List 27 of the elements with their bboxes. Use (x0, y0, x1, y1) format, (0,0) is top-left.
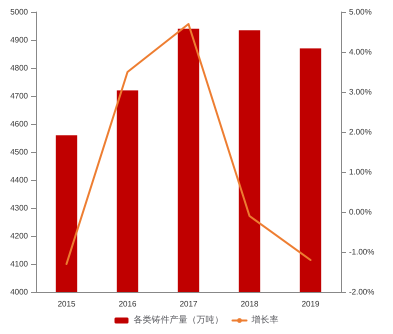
y2-tick-label: 0.00% (349, 208, 372, 216)
x-tick-label: 2017 (180, 300, 198, 308)
y-tick-label: 4900 (10, 36, 29, 44)
y-tick-label: 4500 (10, 148, 29, 156)
y-tick-label: 4100 (10, 260, 29, 268)
x-tick-label: 2019 (302, 300, 320, 308)
legend-label: 增长率 (250, 314, 278, 326)
y-tick-label: 4200 (10, 232, 29, 240)
y-tick-label: 5000 (10, 8, 29, 16)
y2-tick-label: -1.00% (349, 248, 374, 256)
y-tick-label: 4300 (10, 204, 29, 212)
y-tick-label: 4600 (10, 120, 29, 128)
y-tick-label: 4400 (10, 176, 29, 184)
x-tick-label: 2015 (58, 300, 76, 308)
y2-tick-label: -2.00% (349, 288, 374, 296)
y2-tick-label: 2.00% (349, 128, 372, 136)
legend-label: 各类铸件产量（万吨） (134, 314, 224, 326)
y2-tick-label: 4.00% (349, 48, 372, 56)
y-tick-label: 4700 (10, 92, 29, 100)
line-series (66, 23, 312, 265)
x-tick-label: 2016 (118, 300, 137, 308)
y2-tick-label: 5.00% (349, 8, 372, 16)
y-tick-label: 4800 (10, 64, 29, 72)
y2-tick-label: 3.00% (349, 88, 372, 96)
y2-tick-label: 1.00% (349, 168, 372, 176)
x-tick-label: 2018 (240, 300, 259, 308)
y-tick-label: 4000 (10, 288, 29, 296)
